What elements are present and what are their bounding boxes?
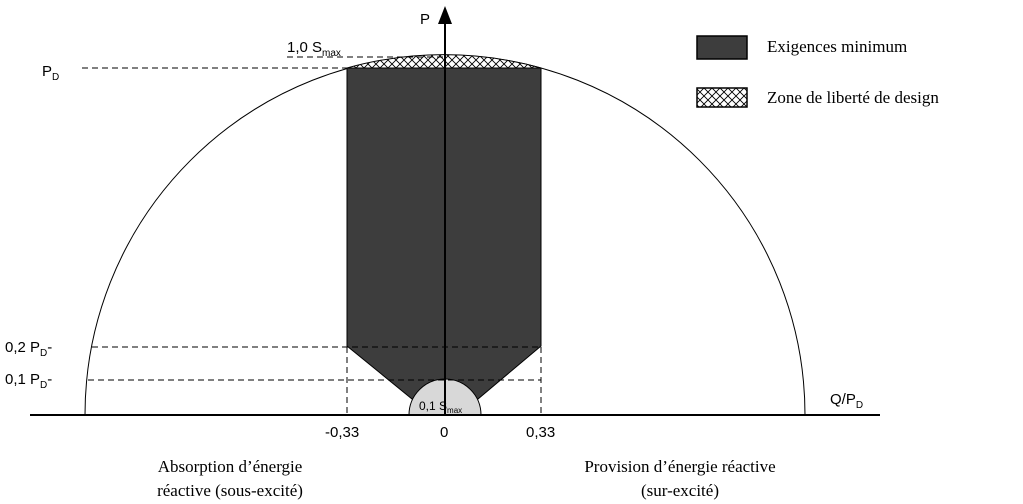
caption-left-line2: réactive (sous-excité) <box>157 481 303 500</box>
legend-freedom-label: Zone de liberté de design <box>767 88 939 107</box>
tick-zero: 0 <box>440 424 448 441</box>
caption-left-line1: Absorption d’énergie <box>158 457 303 476</box>
legend-minimum-label: Exigences minimum <box>767 37 907 56</box>
pd-label: PD <box>42 63 59 83</box>
legend-freedom-swatch <box>696 87 748 108</box>
q-axis-label: Q/PD <box>830 391 863 411</box>
small-circle-label: 0,1 Smax <box>419 399 462 415</box>
p01-label: 0,1 PD- <box>5 371 52 391</box>
caption-right-line1: Provision d’énergie réactive <box>584 457 775 476</box>
tick-pos: 0,33 <box>526 424 555 441</box>
smax-label: 1,0 Smax <box>287 39 341 59</box>
p-axis-label: P <box>420 11 430 28</box>
p-axis-arrow <box>438 6 452 24</box>
p02-label: 0,2 PD- <box>5 339 52 359</box>
legend-minimum-swatch <box>696 35 748 60</box>
caption-right-line2: (sur-excité) <box>641 481 719 500</box>
tick-neg: -0,33 <box>325 424 359 441</box>
